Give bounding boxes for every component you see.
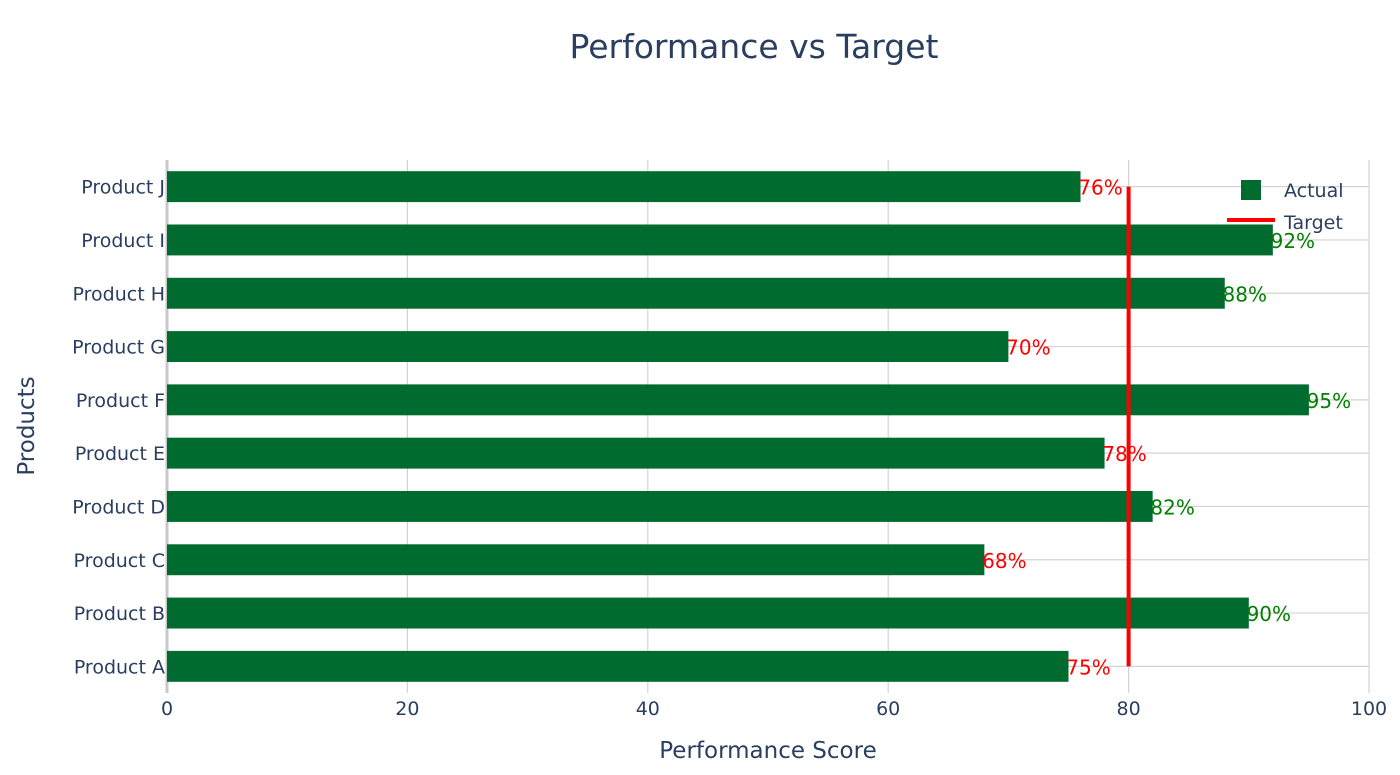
- y-tick-label: Product E: [75, 443, 165, 465]
- y-tick-label: Product D: [72, 496, 165, 518]
- y-tick-label: Product H: [73, 283, 165, 305]
- bar: [167, 544, 985, 576]
- x-tick-label: 40: [636, 698, 660, 720]
- y-tick-label: Product J: [81, 177, 165, 199]
- x-axis-title: Performance Score: [659, 738, 876, 764]
- x-tick-label: 0: [161, 698, 173, 720]
- data-labels: 75% 90% 68% 82% 78% 95% 70% 88% 92% 76%: [982, 176, 1351, 680]
- y-tick-label: Product I: [81, 230, 165, 252]
- y-axis-title: Products: [14, 376, 40, 475]
- x-tick-label: 60: [876, 698, 900, 720]
- y-tick-label: Product C: [74, 550, 165, 572]
- bar: [167, 331, 1009, 363]
- legend-target-label: Target: [1283, 212, 1343, 234]
- bars: [167, 171, 1309, 682]
- data-label: 76%: [1078, 176, 1122, 200]
- bar: [167, 171, 1081, 203]
- bar: [167, 277, 1225, 309]
- bar: [167, 490, 1153, 522]
- legend-actual-label: Actual: [1284, 180, 1344, 202]
- data-label: 90%: [1247, 602, 1291, 626]
- bar: [167, 437, 1105, 469]
- legend-actual-swatch: [1241, 180, 1261, 200]
- y-axis-ticks: Product A Product B Product C Product D Prod…: [72, 177, 165, 679]
- bar: [167, 384, 1309, 416]
- y-tick-label: Product G: [72, 337, 165, 359]
- data-label: 78%: [1102, 442, 1146, 466]
- bar: [167, 597, 1249, 629]
- x-axis-ticks: 0 20 40 60 80 100: [161, 698, 1387, 720]
- data-label: 68%: [982, 549, 1026, 573]
- bar: [167, 650, 1069, 682]
- chart-title: Performance vs Target: [570, 27, 939, 66]
- y-tick-label: Product B: [74, 603, 165, 625]
- data-label: 95%: [1307, 389, 1351, 413]
- x-tick-label: 80: [1117, 698, 1141, 720]
- y-tick-label: Product A: [74, 656, 165, 678]
- data-label: 82%: [1150, 495, 1194, 519]
- data-label: 75%: [1066, 655, 1110, 679]
- x-tick-label: 100: [1351, 698, 1387, 720]
- x-tick-label: 20: [395, 698, 419, 720]
- y-tick-label: Product F: [76, 390, 165, 412]
- bar: [167, 224, 1273, 256]
- data-label: 92%: [1271, 229, 1315, 253]
- data-label: 88%: [1223, 282, 1267, 306]
- data-label: 70%: [1006, 336, 1050, 360]
- legend[interactable]: Actual Target: [1227, 180, 1344, 234]
